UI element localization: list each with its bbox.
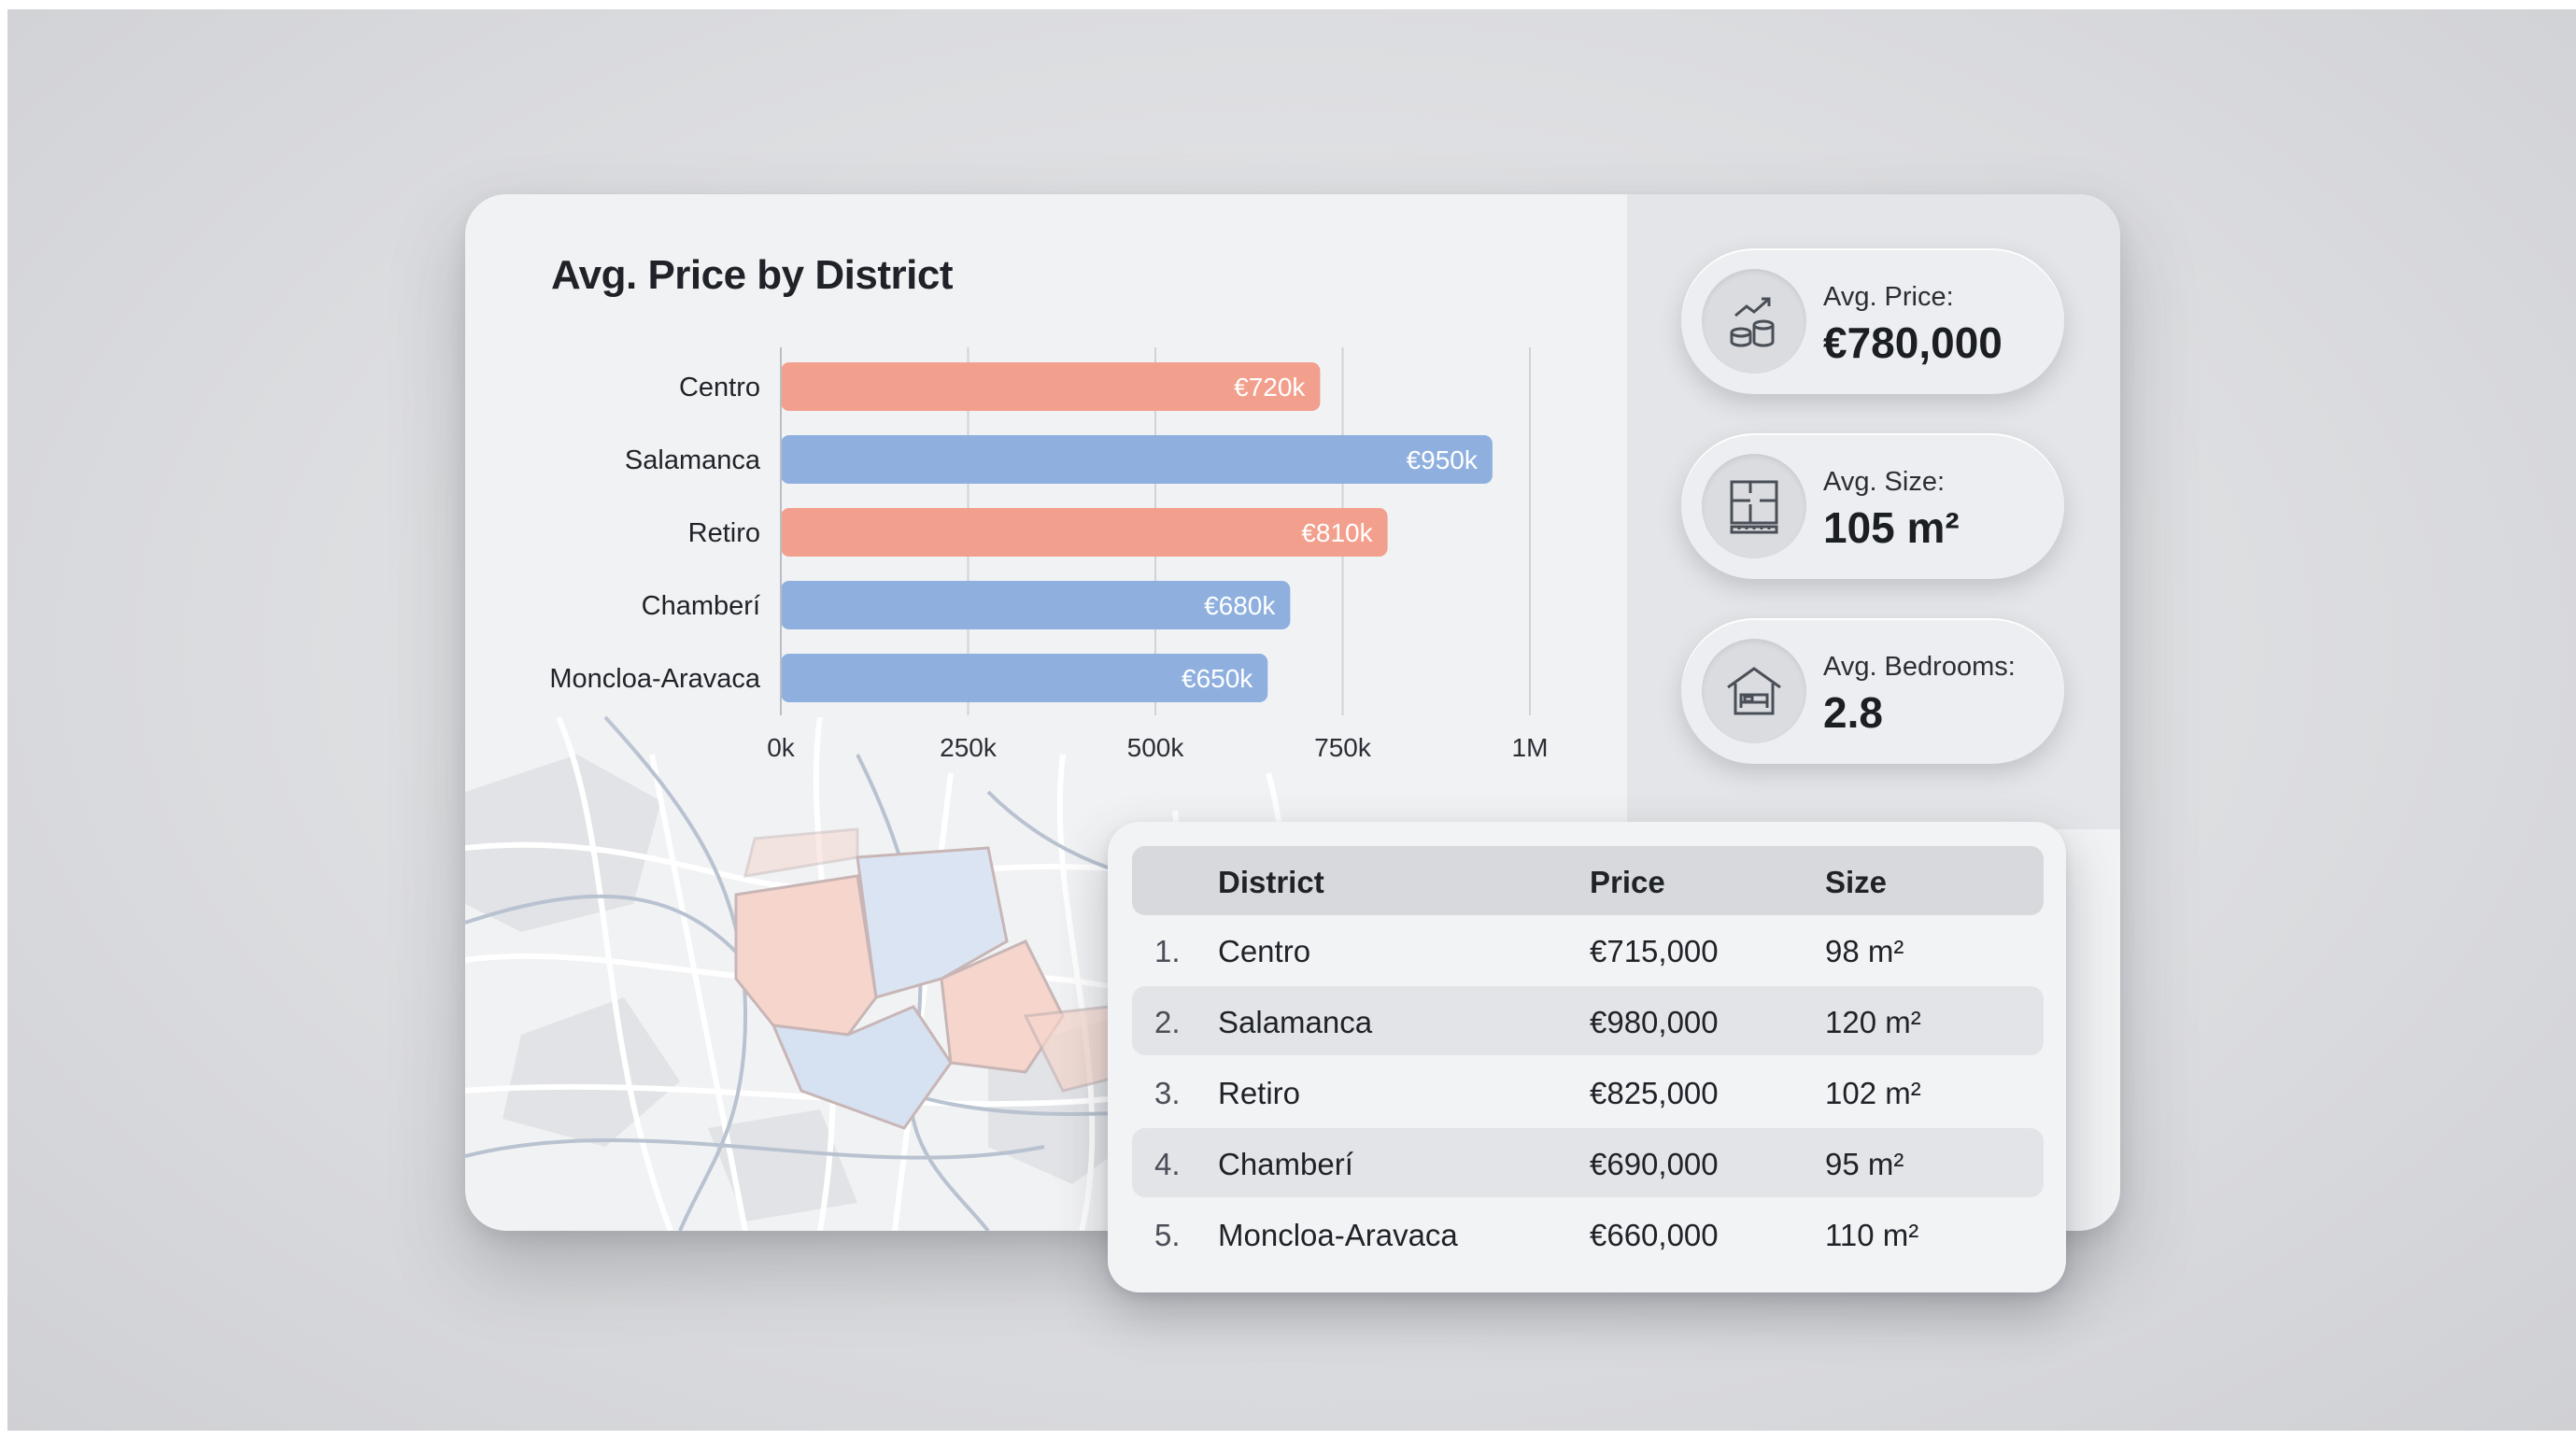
row-price: €715,000 (1590, 934, 1719, 968)
table-header: District Price Size (1132, 846, 2044, 915)
row-price: €690,000 (1590, 1147, 1719, 1181)
row-price: €980,000 (1590, 1005, 1719, 1039)
row-size: 110 m² (1825, 1218, 1919, 1252)
category-label: Retiro (688, 518, 760, 548)
avg-bedrooms-card: Avg. Bedrooms: 2.8 (1681, 618, 2064, 764)
bar (781, 435, 1493, 484)
row-size: 102 m² (1825, 1076, 1921, 1110)
district-table: District Price Size 1. Centro €715,000 9… (1108, 822, 2066, 1292)
table-row[interactable]: 5. Moncloa-Aravaca €660,000 110 m² (1132, 1199, 2044, 1268)
avg-size-label: Avg. Size: (1823, 467, 1946, 497)
category-label: Moncloa-Aravaca (549, 664, 761, 694)
avg-price-card: Avg. Price: €780,000 (1681, 248, 2064, 394)
bar-chart: 0k 250k 500k 750k 1M Centro €720k Salamanca €950… (549, 347, 1549, 762)
x-tick-label: 250k (940, 733, 998, 762)
row-district: Moncloa-Aravaca (1218, 1218, 1458, 1252)
category-label: Salamanca (625, 445, 761, 475)
frame-edge-left (0, 0, 7, 1440)
header-price[interactable]: Price (1590, 865, 1665, 899)
header-size[interactable]: Size (1825, 865, 1888, 899)
row-district: Chamberí (1218, 1147, 1353, 1181)
x-tick-label: 750k (1314, 733, 1372, 762)
avg-price-label: Avg. Price: (1823, 282, 1954, 312)
bar (781, 508, 1388, 557)
x-tick-label: 0k (767, 733, 796, 762)
avg-price-value: €780,000 (1823, 318, 2003, 367)
category-label: Chamberí (642, 591, 760, 621)
category-label: Centro (679, 373, 760, 402)
row-rank: 3. (1154, 1076, 1181, 1110)
data-label: €810k (1301, 518, 1373, 547)
row-price: €825,000 (1590, 1076, 1719, 1110)
data-label: €650k (1182, 664, 1253, 693)
row-rank: 4. (1154, 1147, 1181, 1181)
floor-plan-icon (1702, 454, 1806, 558)
avg-size-card: Avg. Size: 105 m² (1681, 433, 2064, 579)
frame-edge-top (0, 0, 2576, 9)
x-tick-label: 500k (1127, 733, 1185, 762)
data-label: €720k (1234, 373, 1306, 402)
row-size: 120 m² (1825, 1005, 1921, 1039)
bar (781, 581, 1291, 629)
row-size: 98 m² (1825, 934, 1904, 968)
row-rank: 2. (1154, 1005, 1181, 1039)
table-row[interactable]: 4. Chamberí €690,000 95 m² (1132, 1128, 2044, 1197)
dashboard-card: Avg. Price by District 0k 250k 500k 750k 1M C… (465, 194, 2120, 1231)
header-district[interactable]: District (1218, 865, 1324, 899)
bar (781, 362, 1321, 411)
row-district: Salamanca (1218, 1005, 1373, 1039)
data-label: €950k (1407, 445, 1479, 474)
coins-trend-icon (1702, 269, 1806, 374)
data-label: €680k (1204, 591, 1276, 620)
table-row[interactable]: 1. Centro €715,000 98 m² (1132, 915, 2044, 984)
row-rank: 5. (1154, 1218, 1181, 1252)
frame-edge-bottom (0, 1431, 2576, 1440)
avg-bedrooms-value: 2.8 (1823, 688, 1883, 737)
chart-title: Avg. Price by District (551, 252, 953, 298)
row-district: Retiro (1218, 1076, 1301, 1110)
row-rank: 1. (1154, 934, 1181, 968)
bar (781, 654, 1268, 702)
row-price: €660,000 (1590, 1218, 1719, 1252)
x-tick-label: 1M (1512, 733, 1549, 762)
avg-size-value: 105 m² (1823, 503, 1960, 552)
row-size: 95 m² (1825, 1147, 1904, 1181)
avg-bedrooms-label: Avg. Bedrooms: (1823, 652, 2016, 682)
row-district: Centro (1218, 934, 1311, 968)
house-bed-icon (1702, 639, 1806, 743)
table-row[interactable]: 3. Retiro €825,000 102 m² (1132, 1057, 2044, 1126)
table-row[interactable]: 2. Salamanca €980,000 120 m² (1132, 986, 2044, 1055)
